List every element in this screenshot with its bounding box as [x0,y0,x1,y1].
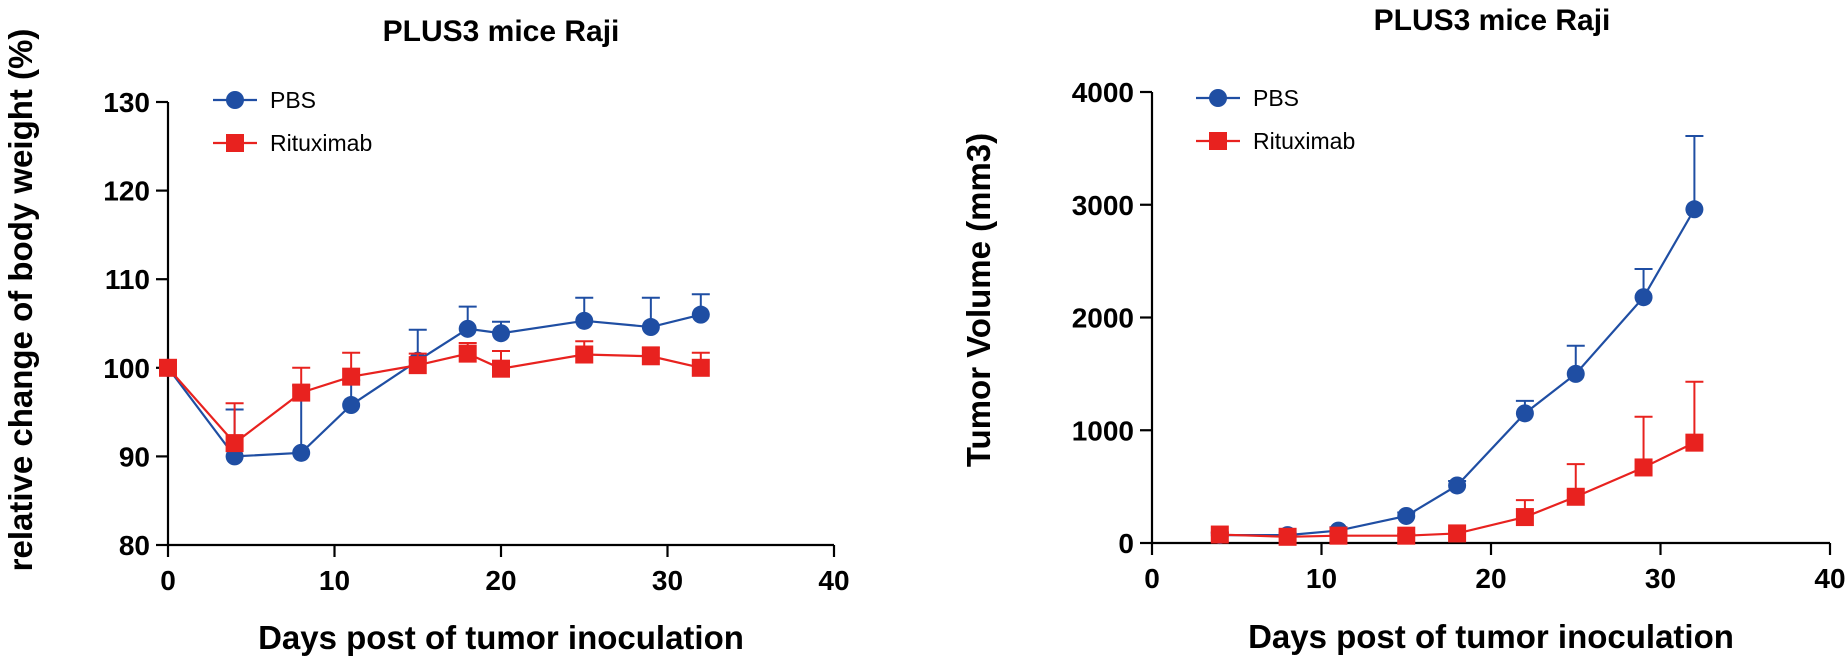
data-point [458,319,477,338]
series-line [167,352,702,445]
chart-title: PLUS3 mice Raji [383,15,620,48]
legend-marker [1209,89,1227,107]
data-point [1448,476,1467,495]
data-point [641,318,660,337]
data-point [1329,526,1348,545]
y-tick-label: 1000 [1072,415,1134,446]
y-tick-label: 90 [119,441,150,472]
legend-label: Rituximab [270,130,372,156]
data-point [575,345,594,364]
legend-label: Rituximab [1253,128,1355,154]
x-tick-label: 0 [160,565,176,596]
x-tick-label: 20 [485,565,516,596]
x-tick-label: 40 [818,565,849,596]
data-point [1397,506,1416,525]
legend-marker [226,91,244,109]
series-line [167,313,702,458]
y-tick-label: 100 [103,353,150,384]
legend-label: PBS [1253,85,1299,111]
data-point [492,359,510,378]
data-point [1566,487,1585,506]
data-point [159,358,177,377]
data-point [1448,524,1467,543]
x-tick-label: 20 [1475,563,1506,594]
legend-label: PBS [270,87,316,113]
chart-1: PLUS3 mice Raji 80 90 100 110 120 130 0 10 20 30 40… [2,15,850,656]
data-point [458,344,477,363]
data-point [691,305,710,324]
chart-title: PLUS3 mice Raji [1374,4,1611,37]
x-tick-label: 30 [652,565,683,596]
y-tick-label: 3000 [1072,190,1134,221]
data-point [1685,200,1704,219]
y-tick-label: 110 [105,264,150,295]
data-point [1634,288,1653,307]
data-point [1210,525,1229,544]
data-point [292,443,311,462]
x-axis-label: Days post of tumor inoculation [258,619,744,656]
y-tick-label: 4000 [1072,77,1134,108]
data-point [292,383,311,402]
x-tick-label: 10 [319,565,350,596]
series-rituximab [159,340,710,453]
data-point [1278,527,1297,546]
y-tick-label: 2000 [1072,303,1134,334]
data-point [1515,508,1534,527]
data-point [342,367,361,386]
y-axis-label: relative change of body weight (%) [2,29,39,572]
data-point [1515,404,1534,423]
data-point [492,324,510,343]
data-point [408,356,427,375]
chart-2: PLUS3 mice Raji 0 1000 2000 3000 4000 0 10 20 30 4… [960,4,1846,655]
legend-marker [226,134,244,152]
y-tick-label: 80 [119,530,150,561]
x-tick-label: 30 [1645,563,1676,594]
data-point [691,358,710,377]
data-point [641,347,660,366]
data-point [1566,364,1585,383]
x-tick-label: 40 [1814,563,1845,594]
y-tick-label: 120 [103,176,150,207]
data-point [575,311,594,330]
y-tick-label: 0 [1118,528,1134,559]
y-axis-label: Tumor Volume (mm3) [960,133,997,467]
data-point [1397,526,1416,545]
series-pbs [1210,134,1704,545]
y-tick-label: 130 [103,87,150,118]
data-point [1685,433,1704,452]
x-tick-label: 10 [1306,563,1337,594]
legend: PBS Rituximab [1196,85,1355,154]
x-axis-label: Days post of tumor inoculation [1248,618,1734,655]
data-point [225,434,244,453]
x-tick-label: 0 [1144,563,1160,594]
legend-marker [1209,132,1227,150]
data-point [1634,458,1653,477]
series-rituximab [1210,380,1704,546]
legend: PBS Rituximab [213,87,372,156]
data-point [342,396,361,415]
